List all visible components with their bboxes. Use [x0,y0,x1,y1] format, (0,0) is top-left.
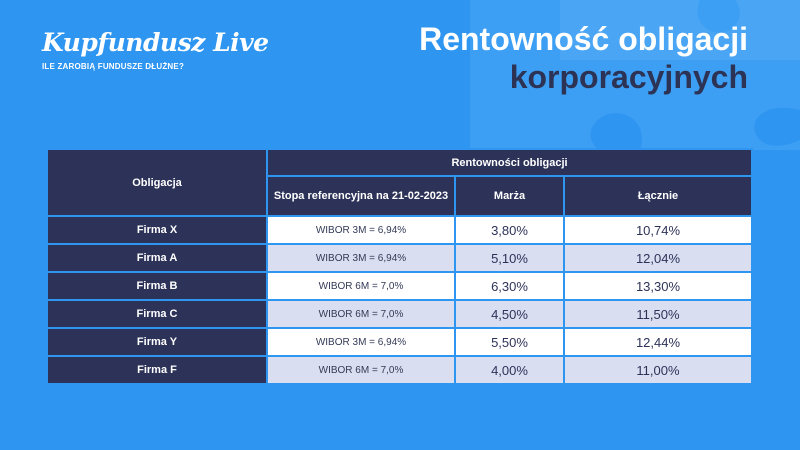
header-marza: Marża [454,175,565,217]
row-name: Firma A [46,243,268,273]
row-marza: 6,30% [454,271,565,301]
row-name: Firma C [46,299,268,329]
brand-logo: Kupfundusz Live ILE ZAROBIĄ FUNDUSZE DŁU… [42,28,269,71]
row-lacznie: 10,74% [563,215,753,245]
row-name: Firma F [46,355,268,385]
row-ref-rate: WIBOR 6M = 7,0% [266,355,456,385]
page-title: Rentowność obligacji korporacyjnych [419,20,748,96]
row-marza: 5,50% [454,327,565,357]
row-marza: 4,00% [454,355,565,385]
row-lacznie: 11,00% [563,355,753,385]
row-lacznie: 12,04% [563,243,753,273]
page-title-line2: korporacyjnych [509,59,748,95]
header-lacznie: Łącznie [563,175,753,217]
table-row: Firma Y WIBOR 3M = 6,94% 5,50% 12,44% [46,327,753,357]
row-marza: 4,50% [454,299,565,329]
header-rentownosci: Rentowności obligacji [266,148,753,177]
header-obligacja: Obligacja [46,148,268,217]
row-lacznie: 11,50% [563,299,753,329]
table-row: Firma X WIBOR 3M = 6,94% 3,80% 10,74% [46,215,753,245]
row-ref-rate: WIBOR 3M = 6,94% [266,215,456,245]
row-ref-rate: WIBOR 3M = 6,94% [266,243,456,273]
row-ref-rate: WIBOR 6M = 7,0% [266,299,456,329]
row-ref-rate: WIBOR 6M = 7,0% [266,271,456,301]
row-lacznie: 12,44% [563,327,753,357]
row-marza: 3,80% [454,215,565,245]
header-stopa-referencyjna: Stopa referencyjna na 21-02-2023 [266,175,456,217]
brand-tagline: ILE ZAROBIĄ FUNDUSZE DŁUŻNE? [42,62,185,71]
row-name: Firma X [46,215,268,245]
bond-yield-table: Obligacja Rentowności obligacji Stopa re… [46,148,753,385]
row-name: Firma B [46,271,268,301]
row-marza: 5,10% [454,243,565,273]
table-row: Firma F WIBOR 6M = 7,0% 4,00% 11,00% [46,355,753,385]
page-title-line1: Rentowność obligacji [419,21,748,57]
row-name: Firma Y [46,327,268,357]
table-row: Firma C WIBOR 6M = 7,0% 4,50% 11,50% [46,299,753,329]
row-lacznie: 13,30% [563,271,753,301]
brand-name: Kupfundusz Live [42,28,269,57]
table-row: Firma B WIBOR 6M = 7,0% 6,30% 13,30% [46,271,753,301]
table-row: Firma A WIBOR 3M = 6,94% 5,10% 12,04% [46,243,753,273]
row-ref-rate: WIBOR 3M = 6,94% [266,327,456,357]
